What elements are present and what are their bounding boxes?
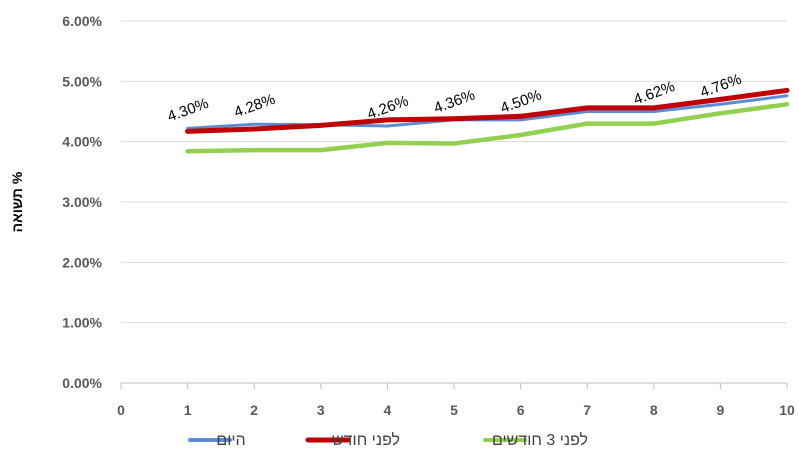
x-tick-label: 0 — [117, 402, 125, 418]
x-tick-label: 4 — [384, 402, 392, 418]
legend-label: לפני 3 חודשים — [492, 431, 588, 449]
x-tick-label: 1 — [184, 402, 192, 418]
y-tick-label: 5.00% — [62, 73, 102, 89]
legend-label: לפני חודש — [332, 431, 400, 449]
y-axis-title-layer: תשואה % — [9, 171, 25, 232]
y-tick-label: 2.00% — [62, 254, 102, 270]
series-line — [185, 102, 790, 154]
axes: 0.00% 1.00% 2.00% 3.00% 4.00% 5.00% 6.00% 0 1 2 3 4… — [62, 13, 795, 418]
x-tick-label: 10 — [779, 402, 795, 418]
legend: היום לפני חודש לפני 3 חודשים — [188, 431, 588, 449]
x-tick-label: 6 — [517, 402, 525, 418]
y-tick-label: 3.00% — [62, 194, 102, 210]
x-tick-label: 7 — [583, 402, 591, 418]
x-tick-label: 5 — [450, 402, 458, 418]
y-tick-label: 0.00% — [62, 375, 102, 391]
y-tick-label: 4.00% — [62, 134, 102, 150]
legend-label: היום — [216, 432, 245, 449]
y-tick-label: 6.00% — [62, 13, 102, 29]
data-label: 4.36% — [432, 86, 478, 117]
x-tick-label: 8 — [650, 402, 658, 418]
gridlines — [121, 20, 787, 324]
series-line — [185, 87, 790, 134]
y-tick-label: 1.00% — [62, 315, 102, 331]
x-tick-label: 9 — [717, 402, 725, 418]
data-label: 4.28% — [232, 91, 278, 122]
x-tick-label: 3 — [317, 402, 325, 418]
series-layer — [185, 87, 790, 154]
data-label: 4.30% — [165, 95, 211, 126]
x-tick-label: 2 — [250, 402, 258, 418]
y-axis-title: תשואה % — [9, 171, 25, 232]
